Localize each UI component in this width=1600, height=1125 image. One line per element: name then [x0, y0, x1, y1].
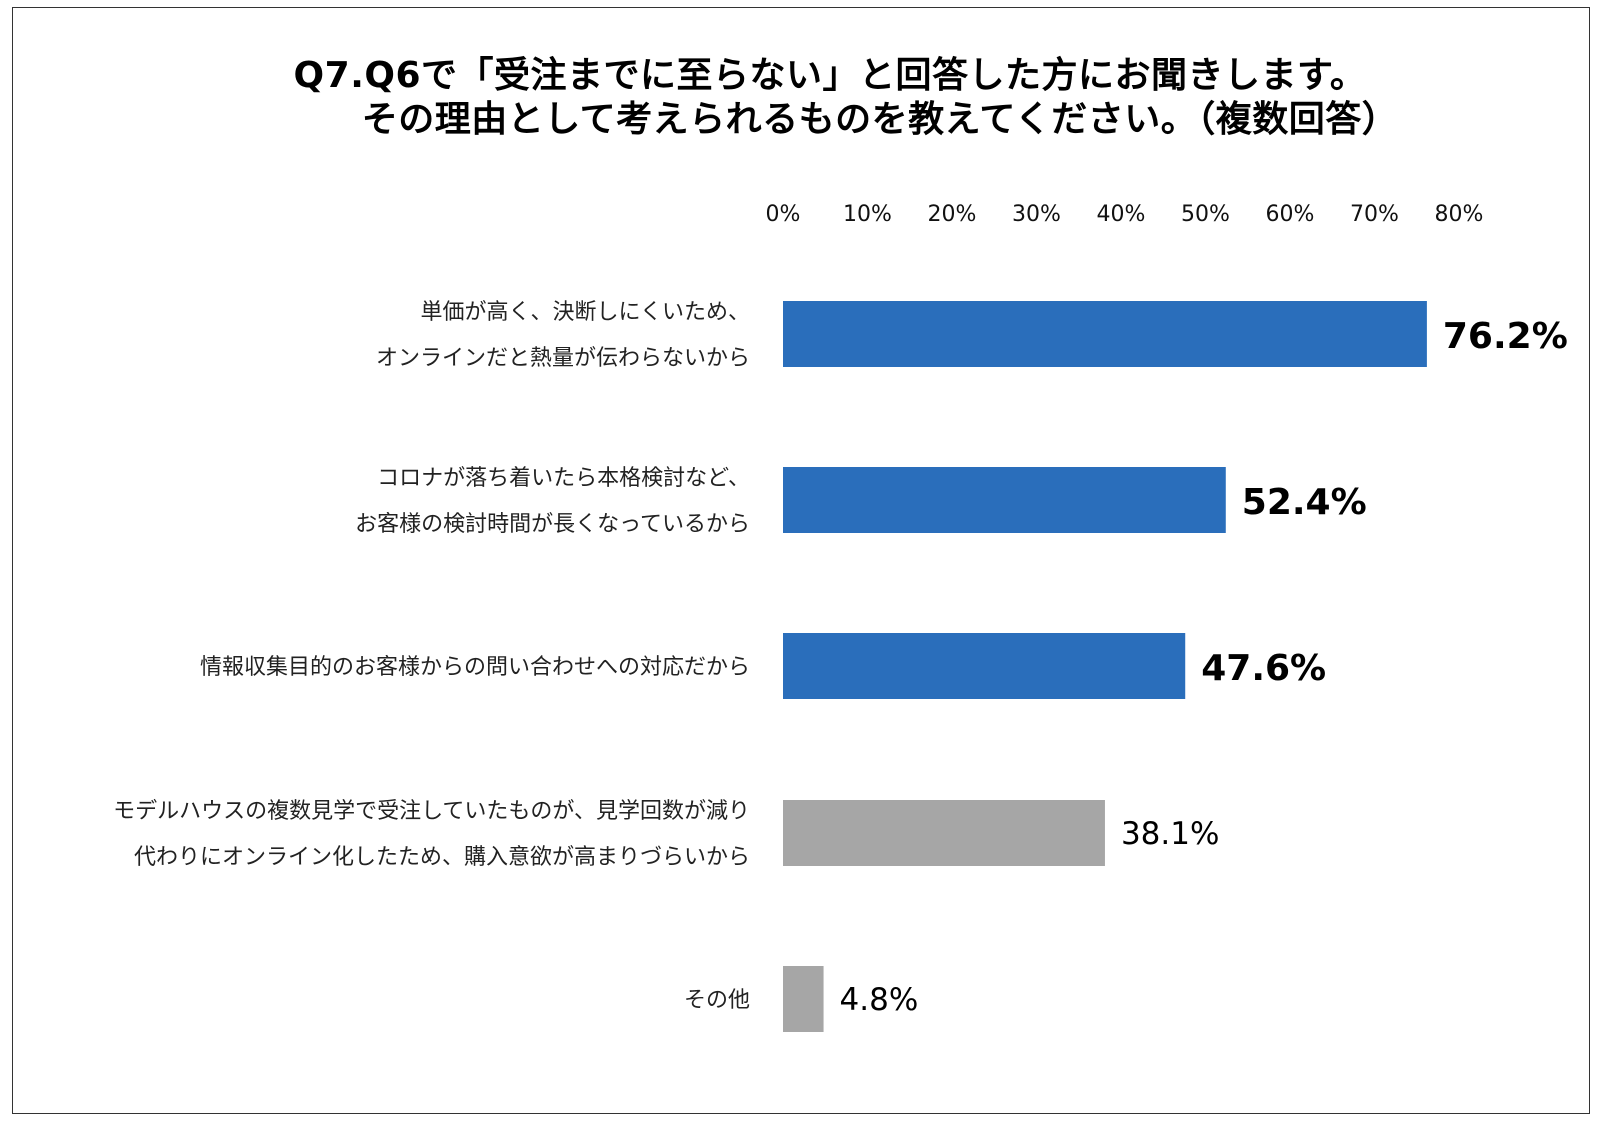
data-label: 47.6%	[1201, 648, 1326, 689]
category-label: その他	[684, 988, 750, 1013]
data-label: 76.2%	[1443, 316, 1568, 357]
category-label: コロナが落ち着いたら本格検討など、	[377, 466, 750, 491]
data-label: 4.8%	[840, 982, 919, 1018]
x-tick-label: 60%	[1266, 202, 1315, 227]
data-label: 52.4%	[1242, 482, 1367, 523]
bar	[783, 966, 824, 1032]
chart-title-line-2: その理由として考えられるものを教えてください。（複数回答）	[361, 99, 1399, 140]
x-tick-label: 20%	[928, 202, 977, 227]
category-label: お客様の検討時間が長くなっているから	[355, 512, 750, 537]
x-tick-label: 80%	[1435, 202, 1484, 227]
x-tick-label: 50%	[1181, 202, 1230, 227]
category-label: 単価が高く、決断しにくいため、	[420, 300, 750, 325]
x-tick-label: 70%	[1350, 202, 1399, 227]
bar	[783, 301, 1427, 367]
x-tick-label: 0%	[766, 202, 801, 227]
category-label: 代わりにオンライン化したため、購入意欲が高まりづらいから	[134, 845, 750, 870]
x-tick-label: 40%	[1097, 202, 1146, 227]
category-label: モデルハウスの複数見学で受注していたものが、見学回数が減り	[113, 799, 750, 824]
x-tick-label: 30%	[1012, 202, 1061, 227]
chart-frame	[12, 7, 1590, 1114]
category-label: 情報収集目的のお客様からの問い合わせへの対応だから	[200, 655, 750, 680]
category-label: オンラインだと熱量が伝わらないから	[376, 346, 750, 371]
bar	[783, 633, 1186, 699]
bar	[783, 800, 1105, 866]
chart-title-line-1: Q7.Q6で「受注までに至らない」と回答した方にお聞きします。	[293, 55, 1367, 96]
x-tick-label: 10%	[843, 202, 892, 227]
bar	[783, 467, 1226, 533]
data-label: 38.1%	[1121, 816, 1219, 852]
